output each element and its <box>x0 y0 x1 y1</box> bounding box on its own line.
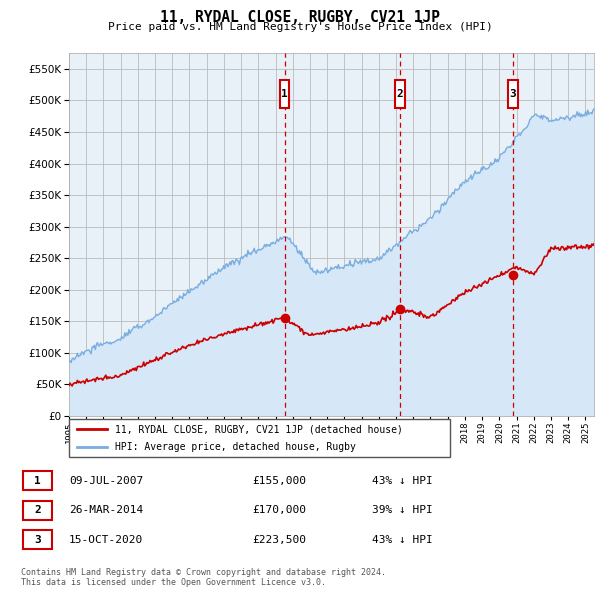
Text: £223,500: £223,500 <box>252 535 306 545</box>
FancyBboxPatch shape <box>23 471 52 490</box>
Text: 15-OCT-2020: 15-OCT-2020 <box>69 535 143 545</box>
Text: £170,000: £170,000 <box>252 506 306 515</box>
Text: 11, RYDAL CLOSE, RUGBY, CV21 1JP: 11, RYDAL CLOSE, RUGBY, CV21 1JP <box>160 10 440 25</box>
Text: £155,000: £155,000 <box>252 476 306 486</box>
Text: 09-JUL-2007: 09-JUL-2007 <box>69 476 143 486</box>
Text: 3: 3 <box>34 535 41 545</box>
Text: 43% ↓ HPI: 43% ↓ HPI <box>372 535 433 545</box>
FancyBboxPatch shape <box>23 501 52 520</box>
Text: 2: 2 <box>397 89 403 99</box>
Text: Contains HM Land Registry data © Crown copyright and database right 2024.
This d: Contains HM Land Registry data © Crown c… <box>21 568 386 587</box>
Text: 39% ↓ HPI: 39% ↓ HPI <box>372 506 433 515</box>
Text: 3: 3 <box>509 89 517 99</box>
Bar <box>395 80 405 108</box>
Text: 1: 1 <box>281 89 288 99</box>
Text: HPI: Average price, detached house, Rugby: HPI: Average price, detached house, Rugb… <box>115 442 356 452</box>
Text: 2: 2 <box>34 506 41 515</box>
Text: Price paid vs. HM Land Registry's House Price Index (HPI): Price paid vs. HM Land Registry's House … <box>107 22 493 32</box>
Text: 26-MAR-2014: 26-MAR-2014 <box>69 506 143 515</box>
FancyBboxPatch shape <box>23 530 52 549</box>
Text: 1: 1 <box>34 476 41 486</box>
FancyBboxPatch shape <box>69 419 450 457</box>
Bar <box>280 80 289 108</box>
Text: 11, RYDAL CLOSE, RUGBY, CV21 1JP (detached house): 11, RYDAL CLOSE, RUGBY, CV21 1JP (detach… <box>115 424 403 434</box>
Text: 43% ↓ HPI: 43% ↓ HPI <box>372 476 433 486</box>
Bar <box>508 80 518 108</box>
